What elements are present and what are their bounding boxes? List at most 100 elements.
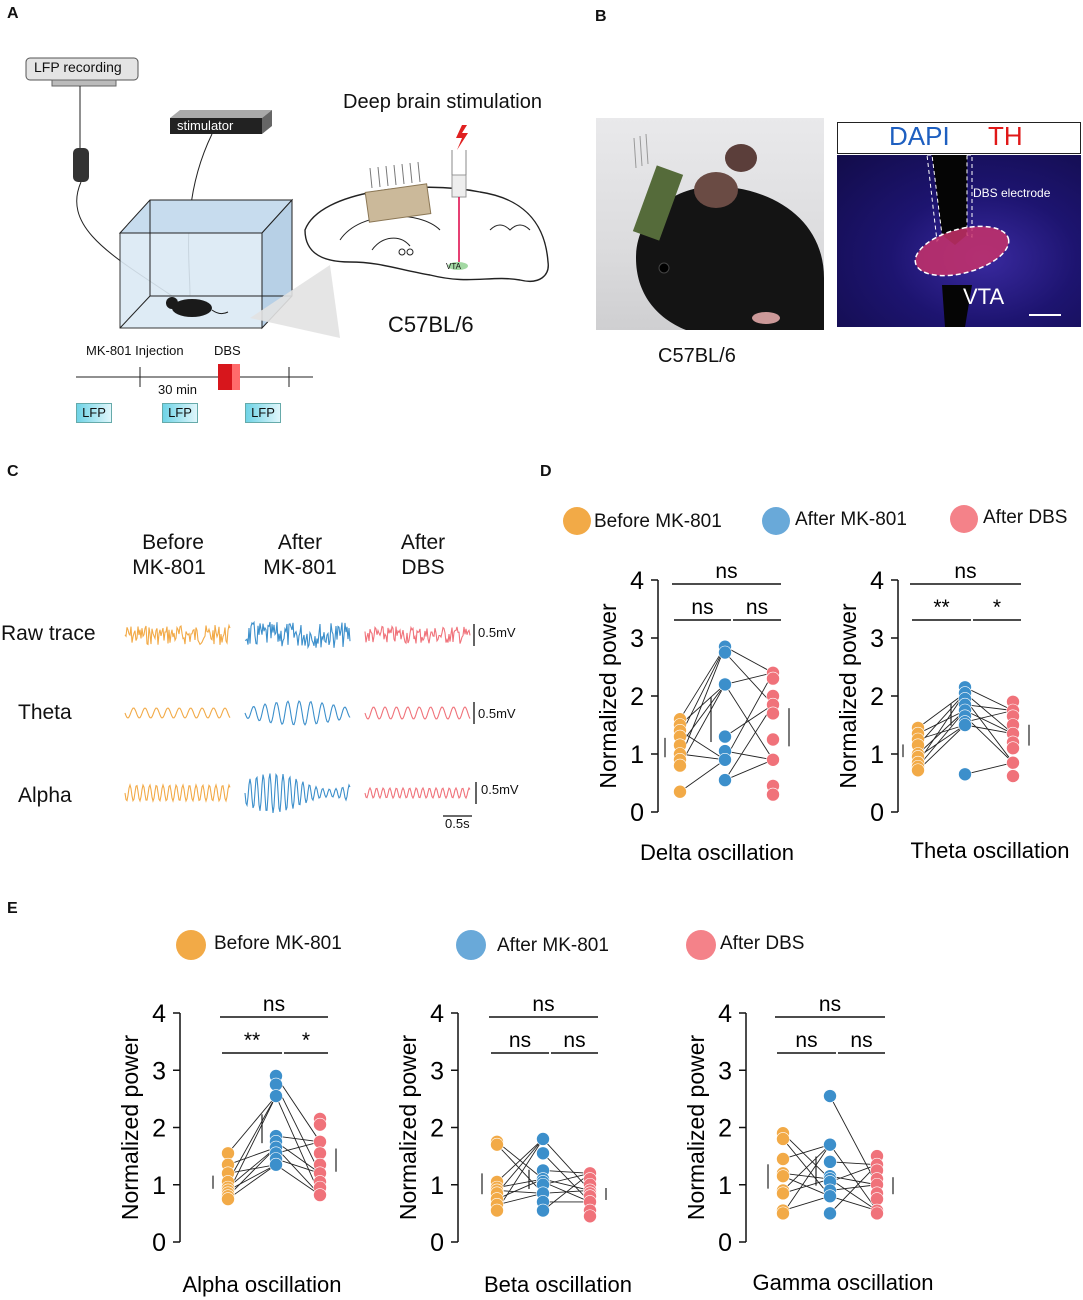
y-tick-label: 1 xyxy=(430,1172,444,1200)
pair-line xyxy=(679,646,726,737)
chart-theta: 0 1 2 3 4 Normalized power Theta oscillation ns… xyxy=(835,560,1069,863)
data-point xyxy=(776,1132,790,1146)
data-point xyxy=(776,1206,790,1221)
significance-label: ns xyxy=(819,993,841,1016)
trace-r1-c2 xyxy=(364,706,471,720)
pair-line xyxy=(542,1172,591,1211)
pair-line xyxy=(275,1141,321,1174)
data-point xyxy=(766,671,780,686)
pair-line xyxy=(679,753,726,761)
significance-label: ns xyxy=(532,993,554,1016)
panel-label-d: D xyxy=(540,463,552,480)
pair-line xyxy=(227,1147,277,1188)
data-point xyxy=(313,1146,327,1161)
pair-line xyxy=(829,1164,878,1183)
pair-line xyxy=(724,646,774,674)
data-point xyxy=(673,784,687,799)
significance-label: * xyxy=(993,596,1001,619)
strain-label-b: C57BL/6 xyxy=(658,345,736,367)
trace-r2-c2 xyxy=(364,786,471,800)
y-tick-label: 2 xyxy=(430,1115,444,1143)
pair-line xyxy=(964,692,1014,735)
pair-line xyxy=(496,1144,544,1194)
lfp-recording-label: LFP recording xyxy=(34,59,122,75)
y-tick-label: 0 xyxy=(718,1229,732,1257)
row-label-raw: Raw trace xyxy=(1,622,96,645)
scale-mv-1: 0.5mV xyxy=(478,625,516,640)
data-point xyxy=(269,1089,283,1103)
y-tick-label: 0 xyxy=(430,1229,444,1257)
panel-label-c: C xyxy=(7,463,19,480)
col-before-line2: MK-801 xyxy=(132,556,206,579)
y-tick-label: 4 xyxy=(152,1000,166,1028)
data-point xyxy=(766,753,780,767)
data-point xyxy=(536,1132,550,1146)
pair-line xyxy=(829,1144,878,1211)
data-point xyxy=(958,767,972,782)
chart-title: Delta oscillation xyxy=(640,840,794,865)
significance-label: * xyxy=(302,1029,310,1052)
pair-line xyxy=(964,724,1014,735)
data-point xyxy=(958,718,972,732)
legend-dot-afterdbs-d xyxy=(950,505,978,533)
significance-label: ns xyxy=(563,1029,585,1052)
pair-line xyxy=(679,684,726,726)
chart-alpha: 0 1 2 3 4 Normalized power Alpha oscillation ns… xyxy=(117,993,342,1297)
timeline-injection-label: MK-801 Injection xyxy=(86,343,184,358)
data-point xyxy=(766,787,780,802)
trace-r2-c0 xyxy=(124,783,231,803)
data-point xyxy=(766,732,780,747)
y-axis-label: Normalized power xyxy=(117,1034,143,1220)
panel-label-a: A xyxy=(7,5,19,22)
pair-line xyxy=(782,1144,831,1214)
pair-line xyxy=(496,1178,544,1189)
pair-line xyxy=(227,1147,277,1197)
data-point xyxy=(823,1189,837,1203)
data-point xyxy=(718,645,732,660)
th-label: TH xyxy=(988,121,1023,151)
lfp-box-3: LFP xyxy=(245,403,281,423)
pair-line xyxy=(496,1192,544,1206)
pair-line xyxy=(964,715,1014,764)
legend-dot-afterdbs-e xyxy=(686,930,716,960)
pair-line xyxy=(782,1132,831,1180)
legend-before-d: Before MK-801 xyxy=(594,511,722,532)
y-tick-label: 1 xyxy=(870,741,884,769)
lfp-traces xyxy=(124,620,477,817)
pair-line xyxy=(227,1164,277,1200)
data-point xyxy=(221,1192,235,1206)
data-point xyxy=(823,1137,837,1152)
pair-line xyxy=(275,1084,321,1174)
pair-line xyxy=(917,692,966,746)
pair-line xyxy=(542,1169,591,1174)
scale-time: 0.5s xyxy=(445,816,470,831)
legend-dot-aftermk-e xyxy=(456,930,486,960)
data-point xyxy=(313,1135,327,1149)
data-point xyxy=(490,1203,504,1218)
trace-r0-c0 xyxy=(124,623,231,646)
y-tick-label: 2 xyxy=(152,1115,166,1143)
pair-line xyxy=(917,692,966,729)
scale-mv-2: 0.5mV xyxy=(478,706,516,721)
pair-line xyxy=(964,710,1014,735)
pair-line xyxy=(227,1095,277,1194)
data-point xyxy=(870,1192,884,1206)
y-tick-label: 3 xyxy=(870,625,884,653)
pair-line xyxy=(917,710,966,768)
significance-label: ns xyxy=(509,1029,531,1052)
y-tick-label: 4 xyxy=(870,567,884,595)
pair-line xyxy=(917,710,966,735)
pair-line xyxy=(227,1164,277,1174)
chart-delta: 0 1 2 3 4 Normalized power Delta oscillation ns… xyxy=(595,560,794,865)
y-tick-label: 2 xyxy=(718,1115,732,1143)
pair-line xyxy=(275,1135,321,1143)
significance-label: ** xyxy=(244,1029,260,1052)
data-point xyxy=(718,677,732,692)
col-header-after-dbs: After DBS xyxy=(386,530,460,580)
chart-title: Gamma oscillation xyxy=(753,1270,934,1295)
chart-title: Alpha oscillation xyxy=(183,1272,342,1297)
data-point xyxy=(911,763,925,778)
pair-line xyxy=(542,1172,591,1186)
significance-label: ns xyxy=(850,1029,872,1052)
